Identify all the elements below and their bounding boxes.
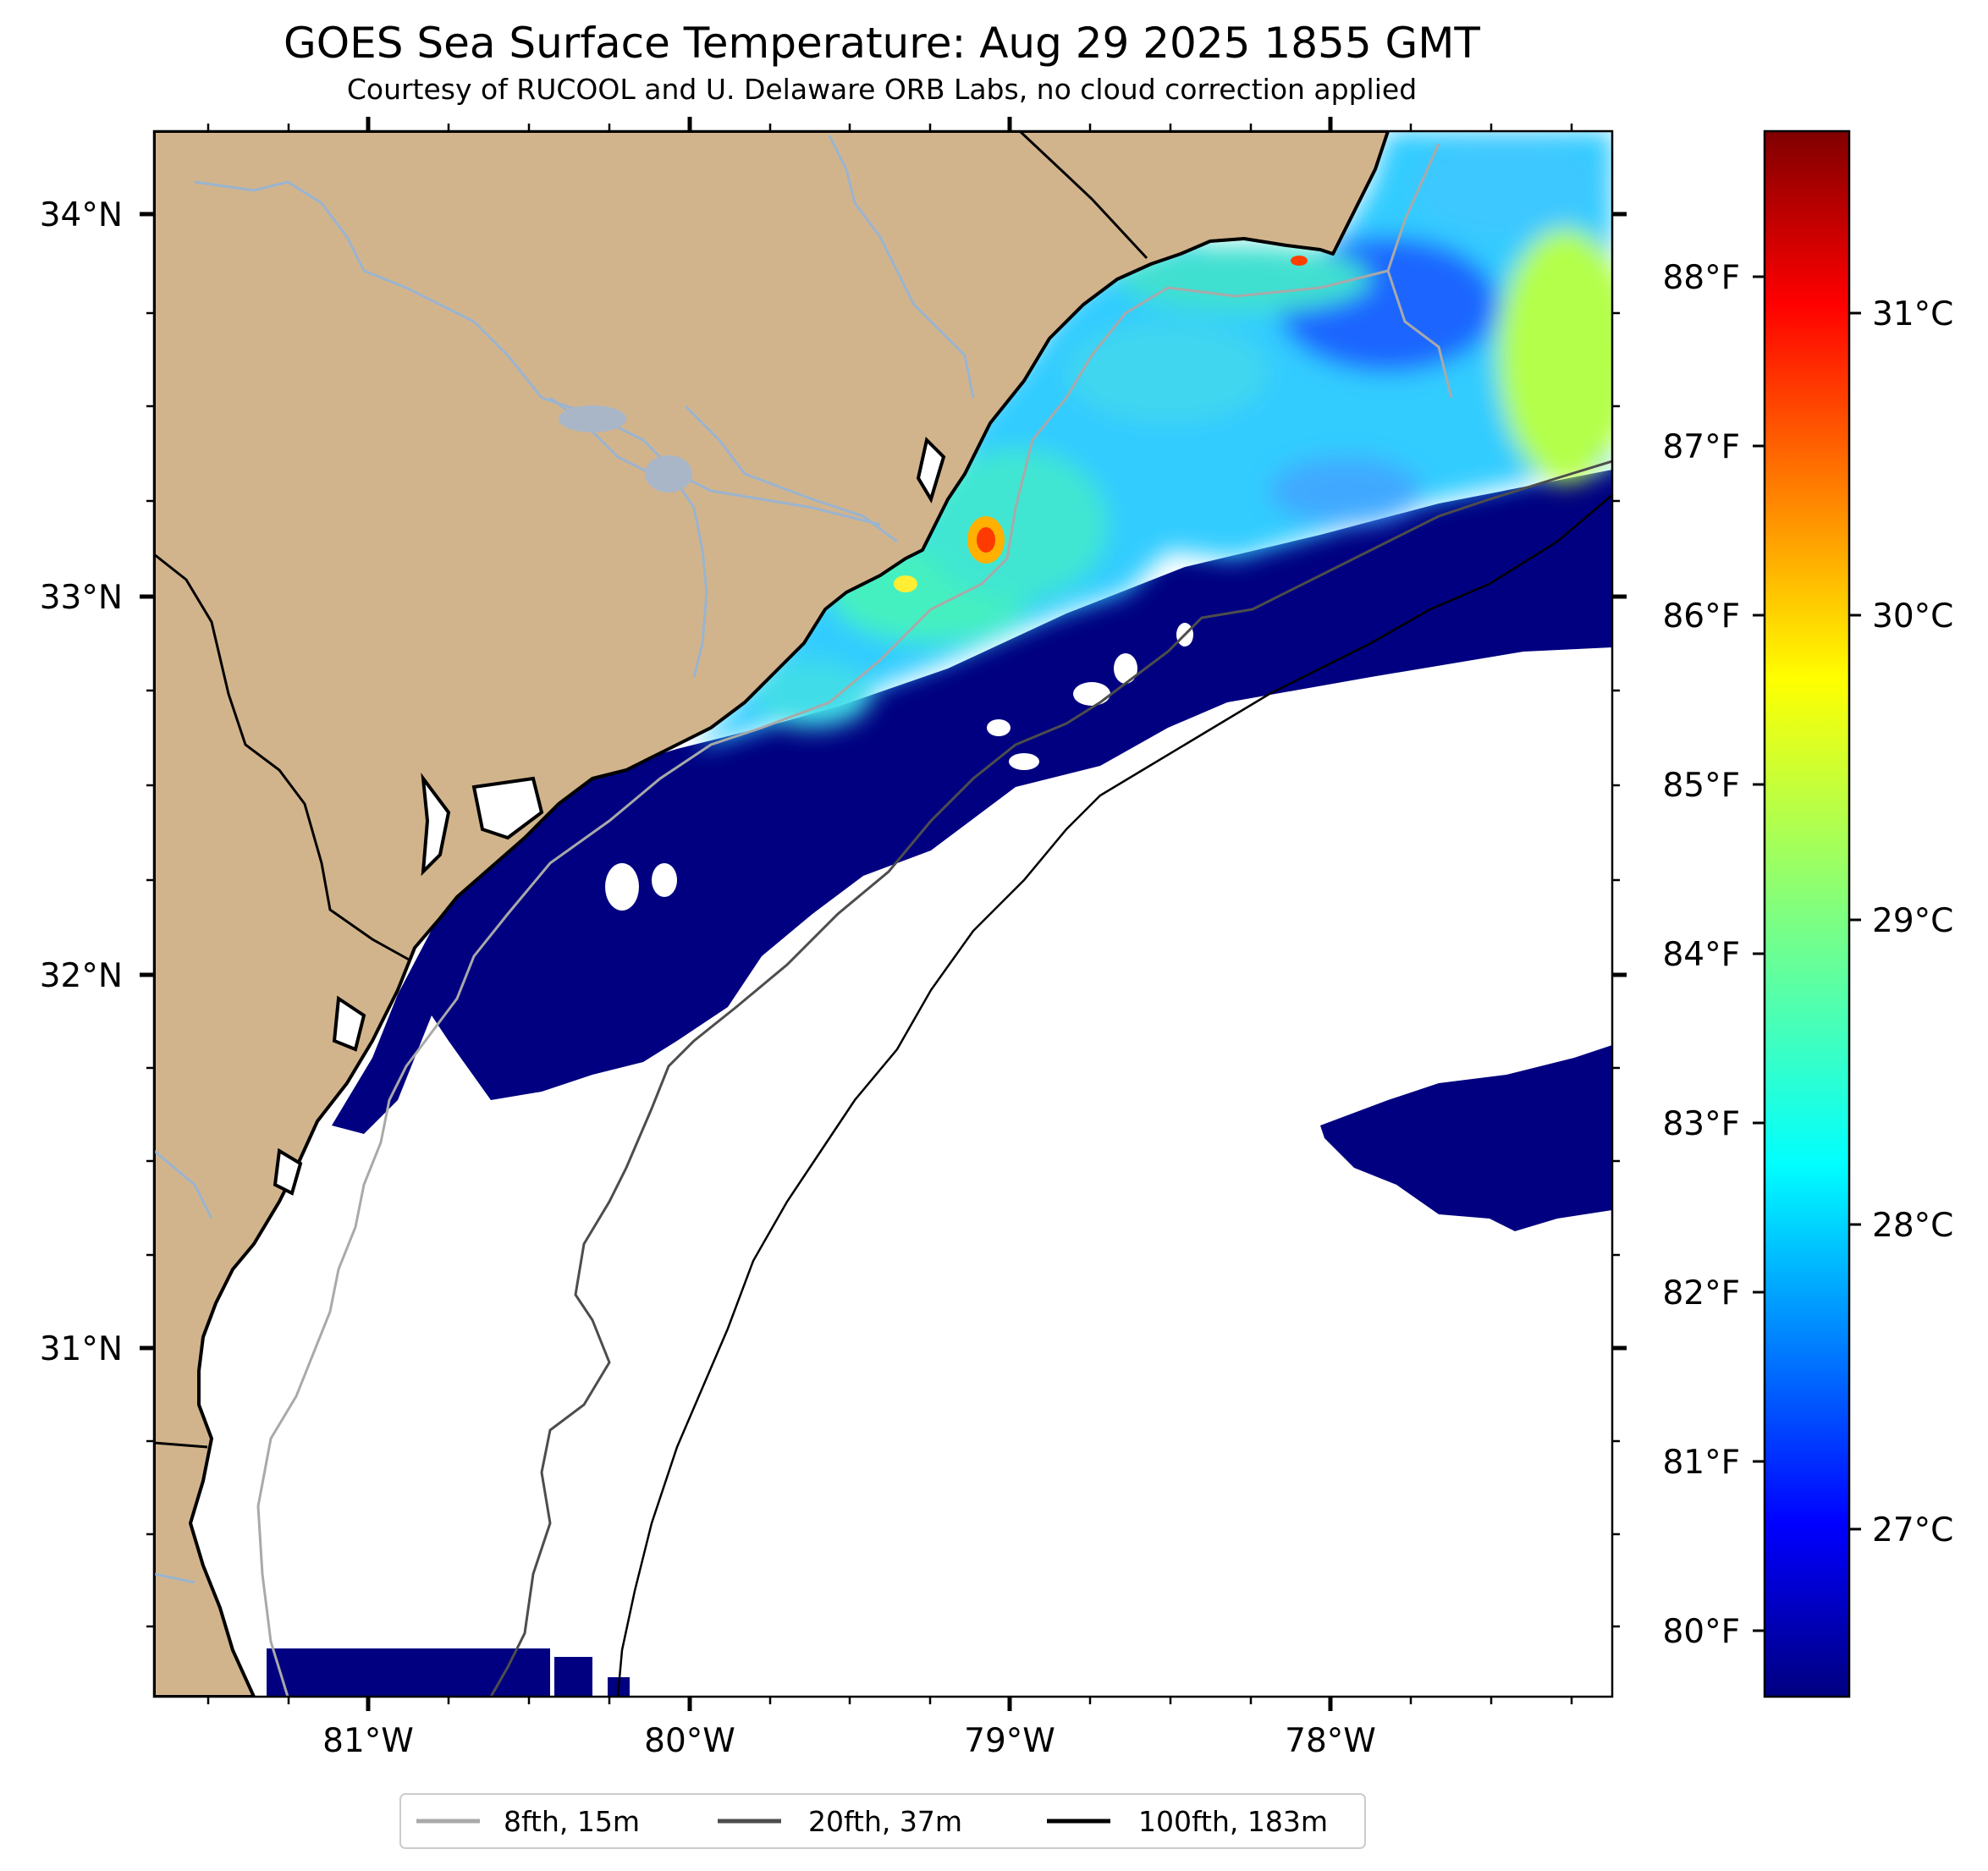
legend-box [399,1793,1366,1849]
colorbar-gradient [1763,129,1851,1698]
lat-label: 32°N [40,957,123,995]
lat-major-ticks [140,212,1627,1351]
isobath-20fth [489,459,1612,1697]
lat-label: 33°N [40,579,123,617]
map-subtitle: Courtesy of RUCOOL and U. Delaware ORB L… [347,73,1417,106]
fahrenheit-label: 81°F [1662,1444,1740,1482]
fahrenheit-label: 83°F [1662,1105,1740,1143]
celsius-label: 31°C [1872,295,1953,333]
fahrenheit-label: 87°F [1662,428,1740,466]
fahrenheit-label: 88°F [1662,259,1740,297]
celsius-label: 29°C [1872,902,1953,940]
cloud-mask-region [267,470,1612,1697]
lake-marion [559,405,626,432]
map-panel [154,131,1612,1697]
map-title: GOES Sea Surface Temperature: Aug 29 202… [284,19,1480,68]
celsius-label: 30°C [1872,597,1953,636]
lat-minor-ticks [146,311,1620,1628]
legend-label: 100fth, 183m [1138,1805,1328,1838]
fahrenheit-ticks [1753,275,1765,1632]
isobath-100fth [616,494,1612,1697]
lon-label: 79°W [964,1722,1055,1760]
isobath-legend: 8fth, 15m 20fth, 37m 100fth, 183m [399,1793,1366,1849]
lon-label: 80°W [644,1722,735,1760]
sst-field [694,131,1612,749]
land-mass [154,131,1390,1697]
lon-major-ticks [366,117,1333,1711]
coastal-sounds [273,437,946,1196]
celsius-label: 27°C [1872,1511,1953,1549]
state-borders [154,131,1148,1449]
celsius-label: 28°C [1872,1207,1953,1245]
rivers [154,135,975,1584]
sst-warm-spot [894,256,1308,592]
lon-minor-ticks [207,124,1573,1704]
fahrenheit-label: 85°F [1662,767,1740,805]
fahrenheit-label: 80°F [1662,1613,1740,1651]
lon-label: 78°W [1285,1722,1376,1760]
legend-label: 8fth, 15m [504,1805,640,1838]
lat-label: 31°N [40,1330,123,1368]
lon-label: 81°W [322,1722,414,1760]
fahrenheit-label: 82°F [1662,1274,1740,1312]
legend-label: 20fth, 37m [808,1805,962,1838]
map-frame [152,129,1614,1698]
fahrenheit-label: 86°F [1662,597,1740,636]
fahrenheit-label: 84°F [1662,936,1740,974]
isobath-8fth [256,143,1453,1697]
celsius-ticks [1849,311,1861,1531]
lake-moultrie [645,455,692,493]
lat-label: 34°N [40,196,123,234]
